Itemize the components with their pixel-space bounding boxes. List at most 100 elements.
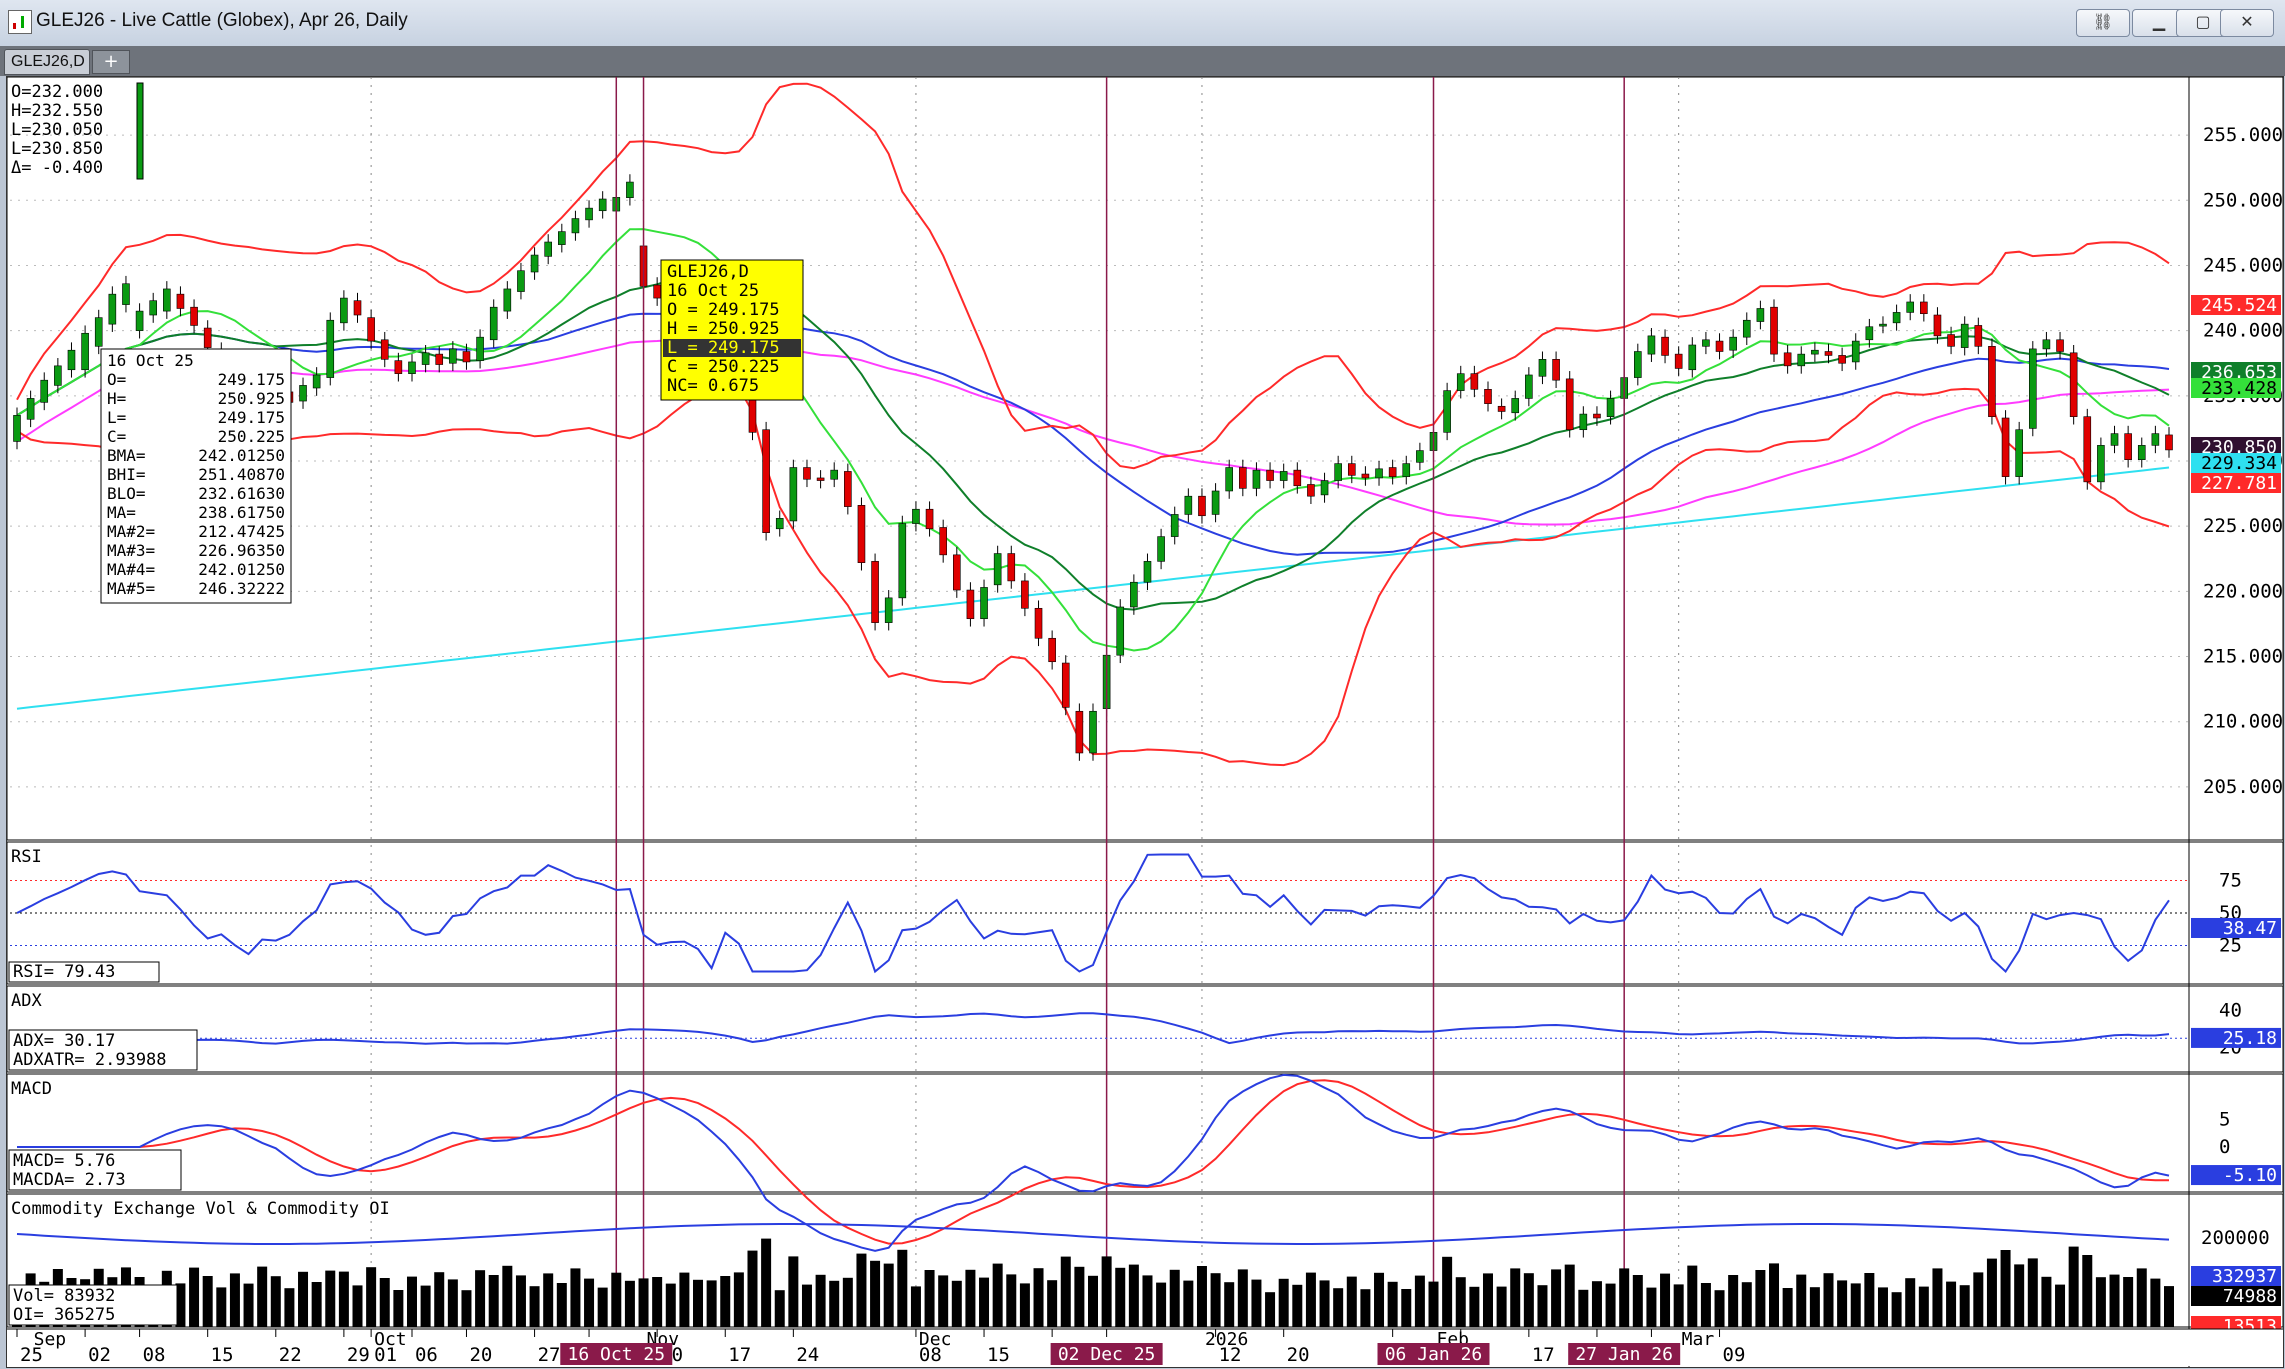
- volume-bar: [1700, 1283, 1711, 1327]
- candle-body: [544, 241, 552, 257]
- candle-body: [1892, 312, 1901, 324]
- candle-body: [149, 300, 158, 316]
- day-label: 20: [1287, 1344, 1310, 1366]
- candle-body: [435, 353, 444, 365]
- chart-canvas[interactable]: 255.000250.000245.000240.000235.000230.0…: [7, 77, 2283, 1367]
- candle-body: [203, 327, 212, 348]
- volume-bar: [2027, 1258, 2038, 1327]
- candle-body: [1048, 637, 1056, 663]
- candle-body: [1906, 301, 1915, 313]
- volume-bar: [951, 1280, 962, 1327]
- link-button[interactable]: ⛓: [2076, 9, 2130, 37]
- volume-bar: [733, 1272, 744, 1327]
- volume-bar: [570, 1268, 581, 1327]
- volume-bar: [1850, 1283, 1861, 1327]
- volume-bar: [597, 1287, 608, 1327]
- volume-bar: [910, 1286, 921, 1327]
- candle-body: [1565, 378, 1574, 431]
- volume-bar: [1156, 1282, 1167, 1327]
- data-window-label: MA#4=: [107, 560, 155, 579]
- volume-bar: [1537, 1285, 1548, 1327]
- volume-bar: [1237, 1269, 1248, 1327]
- macd-readout: MACDA= 2.73: [13, 1170, 126, 1190]
- candle-body: [1402, 463, 1411, 477]
- candle-body: [939, 527, 947, 556]
- volume-bar: [1346, 1276, 1357, 1327]
- candle-body: [1334, 463, 1342, 481]
- macd-axis-label: 0: [2219, 1136, 2230, 1158]
- candle-body: [326, 319, 335, 378]
- price-badge-label: 230.850: [2201, 437, 2277, 458]
- candle-body: [1239, 467, 1247, 489]
- data-window-value: 212.47425: [198, 522, 285, 541]
- date-marker-label: 02 Dec 25: [1058, 1344, 1156, 1365]
- month-label: Dec: [919, 1329, 952, 1350]
- open-interest-line: [16, 1223, 2170, 1245]
- volume-bar: [502, 1265, 513, 1327]
- tooltip-line: GLEJ26,D: [667, 262, 749, 282]
- data-window-value: 242.01250: [198, 560, 285, 579]
- price-badge-label: 236.653: [2201, 362, 2277, 383]
- volume-bar: [1877, 1287, 1888, 1327]
- adx-panel: [7, 985, 2283, 1073]
- macd-axis-label: 5: [2219, 1109, 2230, 1131]
- volume-bar: [229, 1273, 240, 1327]
- candle-body: [980, 587, 988, 620]
- ohlc-readout-line: O=232.000: [11, 82, 103, 102]
- tooltip-box: [660, 259, 804, 401]
- day-label: 08: [919, 1344, 942, 1366]
- candle-body: [789, 467, 798, 522]
- adx-readout: ADXATR= 2.93988: [13, 1050, 167, 1070]
- price-badge-label: 229.334: [2201, 453, 2277, 474]
- candle-body: [1034, 607, 1043, 639]
- candle-body: [1484, 389, 1492, 404]
- macd-line: [17, 1073, 2170, 1252]
- candle-body: [925, 508, 934, 530]
- volume-bar: [1401, 1289, 1412, 1327]
- candle-body: [1525, 374, 1533, 399]
- candle-body: [81, 332, 89, 371]
- candle-body: [1211, 490, 1220, 515]
- volume-bar: [1278, 1278, 1289, 1327]
- volume-bar: [842, 1277, 853, 1327]
- chart-area[interactable]: 255.000250.000245.000240.000235.000230.0…: [6, 76, 2284, 1368]
- volume-bar: [543, 1273, 554, 1327]
- volume-bar: [1523, 1273, 1534, 1327]
- price-axis-label: 205.000: [2203, 776, 2283, 798]
- volume-bar: [556, 1283, 567, 1327]
- price-axis-label: 215.000: [2203, 646, 2283, 668]
- volume-bar: [2109, 1274, 2120, 1327]
- candle-body: [1497, 405, 1506, 412]
- candle-body: [884, 597, 893, 623]
- day-label: 06: [415, 1344, 438, 1366]
- volume-bar: [1224, 1282, 1235, 1327]
- add-tab-button[interactable]: +: [92, 50, 130, 74]
- tab-chart[interactable]: GLEJ26,D: [4, 49, 90, 75]
- volume-bar: [1060, 1256, 1071, 1327]
- volume-bar: [2164, 1286, 2174, 1327]
- date-marker-label: 16 Oct 25: [568, 1344, 666, 1365]
- volume-bar: [1687, 1265, 1698, 1327]
- volume-bar: [1196, 1266, 1207, 1327]
- volume-bar: [434, 1272, 445, 1327]
- volume-bar: [706, 1280, 717, 1327]
- candle-body: [2151, 433, 2160, 446]
- adx-axis-label: 40: [2219, 1000, 2242, 1022]
- tooltip-line: 16 Oct 25: [667, 281, 759, 301]
- data-window-value: 249.175: [218, 370, 285, 389]
- month-label: Oct: [374, 1329, 407, 1350]
- volume-bar: [393, 1290, 404, 1327]
- volume-bar: [829, 1280, 840, 1327]
- price-badge-label: 245.524: [2201, 295, 2277, 316]
- data-window-value: 249.175: [218, 408, 285, 427]
- volume-bar: [1047, 1280, 1058, 1327]
- volume-bar: [1905, 1278, 1916, 1327]
- close-button[interactable]: ✕: [2220, 9, 2274, 37]
- link-icon: ⛓: [2092, 12, 2114, 31]
- candle-body: [1307, 484, 1315, 497]
- volume-bar: [202, 1276, 213, 1327]
- month-label: Mar: [1682, 1329, 1715, 1350]
- candle-body: [1974, 325, 1983, 347]
- candle-body: [1783, 352, 1792, 367]
- volume-bar: [2136, 1268, 2147, 1327]
